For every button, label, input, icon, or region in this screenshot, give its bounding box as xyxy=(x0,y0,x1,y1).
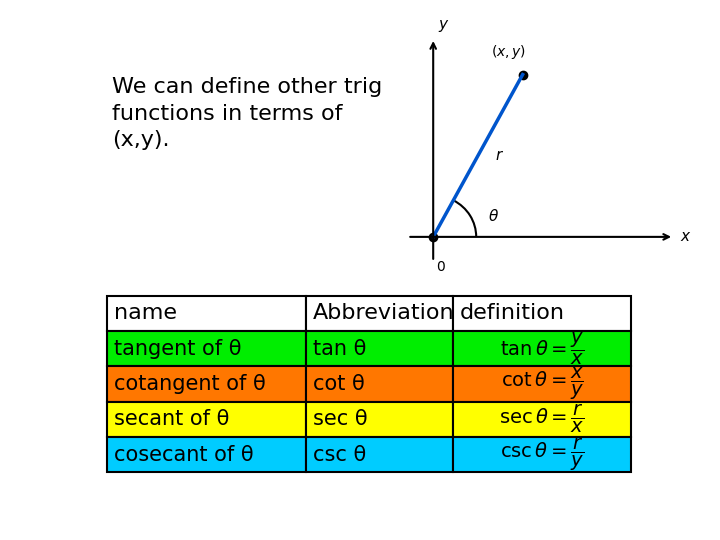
Text: 0: 0 xyxy=(436,260,444,274)
Text: name: name xyxy=(114,303,177,323)
Text: sec θ: sec θ xyxy=(313,409,368,429)
Text: secant of θ: secant of θ xyxy=(114,409,230,429)
Bar xyxy=(306,295,453,331)
Text: $\theta$: $\theta$ xyxy=(488,208,499,224)
Bar xyxy=(306,402,453,437)
Text: $\tan\theta = \dfrac{y}{x}$: $\tan\theta = \dfrac{y}{x}$ xyxy=(500,330,585,367)
Text: We can define other trig
functions in terms of
(x,y).: We can define other trig functions in te… xyxy=(112,77,382,150)
Text: cot θ: cot θ xyxy=(313,374,365,394)
Bar xyxy=(306,366,453,402)
Text: x: x xyxy=(681,230,690,245)
Bar xyxy=(107,366,306,402)
Text: $(x, y)$: $(x, y)$ xyxy=(491,43,526,62)
Text: $\cot\theta = \dfrac{x}{y}$: $\cot\theta = \dfrac{x}{y}$ xyxy=(500,366,584,402)
Text: cotangent of θ: cotangent of θ xyxy=(114,374,266,394)
Bar xyxy=(107,402,306,437)
Text: y: y xyxy=(438,17,447,31)
Bar xyxy=(107,437,306,472)
Text: $\sec\theta = \dfrac{r}{x}$: $\sec\theta = \dfrac{r}{x}$ xyxy=(499,403,585,435)
Text: $\csc\theta = \dfrac{r}{y}$: $\csc\theta = \dfrac{r}{y}$ xyxy=(500,436,585,472)
Bar xyxy=(453,295,631,331)
Bar xyxy=(453,366,631,402)
Text: csc θ: csc θ xyxy=(313,444,366,464)
Text: tangent of θ: tangent of θ xyxy=(114,339,241,359)
Text: cosecant of θ: cosecant of θ xyxy=(114,444,253,464)
Text: tan θ: tan θ xyxy=(313,339,366,359)
Text: definition: definition xyxy=(460,303,565,323)
Bar xyxy=(306,331,453,366)
Bar xyxy=(453,331,631,366)
Text: Abbreviation: Abbreviation xyxy=(313,303,455,323)
Bar xyxy=(453,402,631,437)
Bar xyxy=(107,295,306,331)
Bar xyxy=(107,331,306,366)
Bar xyxy=(453,437,631,472)
Text: $r$: $r$ xyxy=(495,148,504,163)
Bar xyxy=(306,437,453,472)
